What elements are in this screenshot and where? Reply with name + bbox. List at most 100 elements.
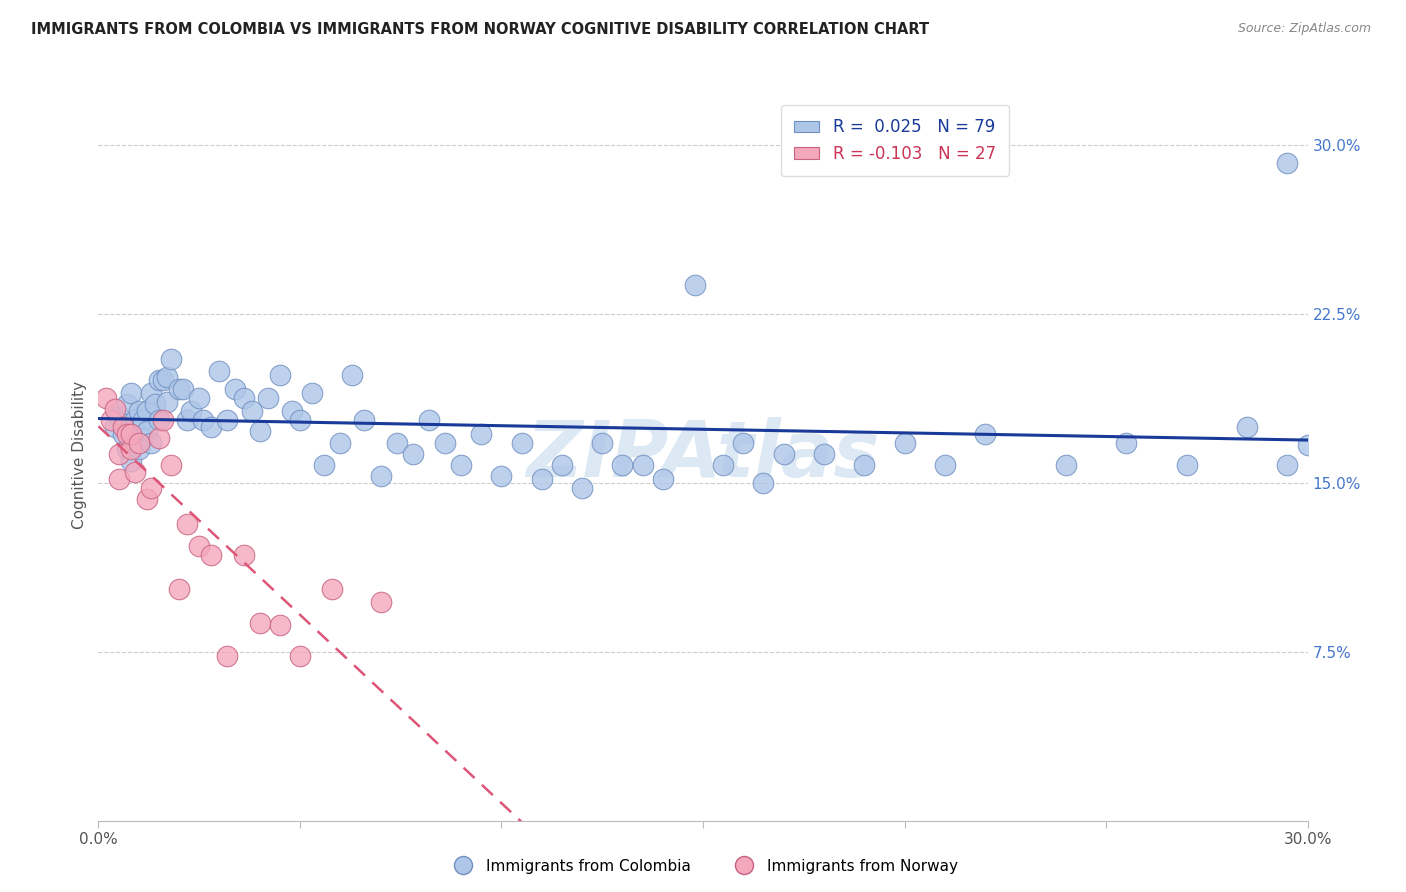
Text: Source: ZipAtlas.com: Source: ZipAtlas.com — [1237, 22, 1371, 36]
Text: IMMIGRANTS FROM COLOMBIA VS IMMIGRANTS FROM NORWAY COGNITIVE DISABILITY CORRELAT: IMMIGRANTS FROM COLOMBIA VS IMMIGRANTS F… — [31, 22, 929, 37]
Point — [571, 481, 593, 495]
Point — [733, 435, 755, 450]
Point — [156, 370, 179, 384]
Point — [148, 413, 170, 427]
Point — [551, 458, 574, 472]
Point — [139, 386, 162, 401]
Point — [530, 471, 553, 485]
Point — [974, 426, 997, 441]
Point — [160, 458, 183, 472]
Point — [1277, 156, 1299, 170]
Point — [281, 404, 304, 418]
Point — [631, 458, 654, 472]
Point — [176, 413, 198, 427]
Point — [329, 435, 352, 450]
Point — [772, 447, 794, 461]
Point — [314, 458, 336, 472]
Text: ZIPAtlas: ZIPAtlas — [526, 417, 880, 493]
Point — [124, 435, 146, 450]
Point — [128, 404, 150, 418]
Point — [232, 391, 254, 405]
Point — [510, 435, 533, 450]
Point — [1054, 458, 1077, 472]
Point — [111, 419, 134, 434]
Point — [418, 413, 440, 427]
Point — [240, 404, 263, 418]
Point — [288, 649, 311, 664]
Point — [224, 382, 246, 396]
Point — [217, 413, 239, 427]
Point — [370, 469, 392, 483]
Point — [167, 382, 190, 396]
Point — [148, 372, 170, 386]
Point — [813, 447, 835, 461]
Point — [120, 386, 142, 401]
Point — [124, 413, 146, 427]
Point — [249, 425, 271, 439]
Point — [135, 404, 157, 418]
Point — [893, 435, 915, 450]
Point — [124, 465, 146, 479]
Point — [591, 435, 613, 450]
Point — [1277, 458, 1299, 472]
Point — [1296, 438, 1319, 452]
Point — [683, 278, 706, 293]
Point — [491, 469, 513, 483]
Point — [135, 491, 157, 506]
Point — [269, 368, 291, 382]
Point — [208, 363, 231, 377]
Point — [1115, 435, 1137, 450]
Point — [342, 368, 364, 382]
Point — [107, 409, 129, 423]
Point — [107, 447, 129, 461]
Point — [167, 582, 190, 596]
Point — [651, 471, 673, 485]
Point — [256, 391, 278, 405]
Point — [143, 397, 166, 411]
Point — [103, 419, 125, 434]
Point — [135, 425, 157, 439]
Point — [96, 391, 118, 405]
Point — [470, 426, 492, 441]
Legend: Immigrants from Colombia, Immigrants from Norway: Immigrants from Colombia, Immigrants fro… — [441, 853, 965, 880]
Point — [217, 649, 239, 664]
Point — [249, 615, 271, 630]
Point — [160, 352, 183, 367]
Point — [120, 426, 142, 441]
Point — [1236, 419, 1258, 434]
Legend: R =  0.025   N = 79, R = -0.103   N = 27: R = 0.025 N = 79, R = -0.103 N = 27 — [780, 105, 1010, 176]
Point — [853, 458, 876, 472]
Point — [103, 401, 125, 416]
Point — [434, 435, 457, 450]
Point — [301, 386, 323, 401]
Point — [200, 548, 222, 562]
Point — [321, 582, 343, 596]
Point — [934, 458, 956, 472]
Point — [152, 413, 174, 427]
Y-axis label: Cognitive Disability: Cognitive Disability — [72, 381, 87, 529]
Point — [128, 442, 150, 457]
Point — [100, 413, 122, 427]
Point — [132, 431, 155, 445]
Point — [370, 595, 392, 609]
Point — [115, 426, 138, 441]
Point — [288, 413, 311, 427]
Point — [132, 413, 155, 427]
Point — [232, 548, 254, 562]
Point — [385, 435, 408, 450]
Point — [120, 453, 142, 467]
Point — [193, 413, 215, 427]
Point — [111, 426, 134, 441]
Point — [188, 539, 211, 553]
Point — [120, 442, 142, 457]
Point — [115, 397, 138, 411]
Point — [139, 481, 162, 495]
Point — [752, 476, 775, 491]
Point — [148, 431, 170, 445]
Point — [612, 458, 634, 472]
Point — [1175, 458, 1198, 472]
Point — [172, 382, 194, 396]
Point — [269, 617, 291, 632]
Point — [107, 471, 129, 485]
Point — [450, 458, 472, 472]
